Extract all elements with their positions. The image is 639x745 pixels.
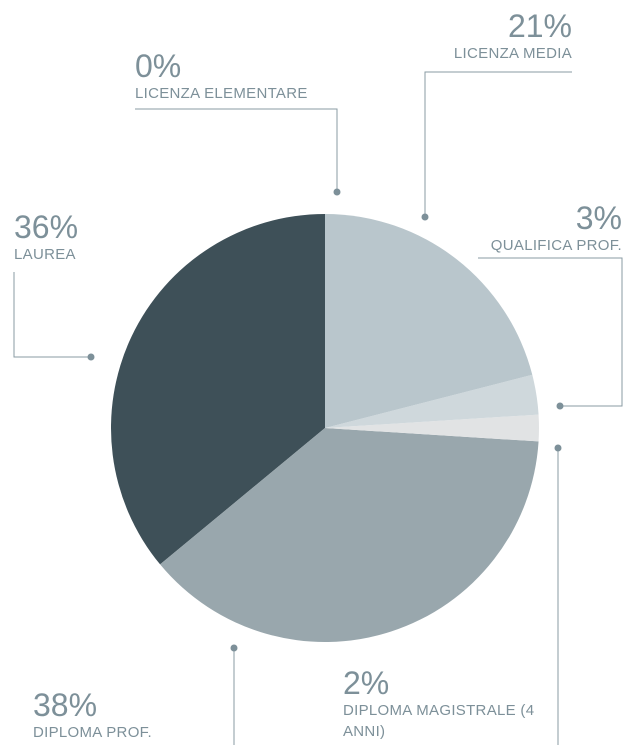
value-label: 21%: [507, 8, 572, 44]
category-label: LICENZA MEDIA: [453, 45, 572, 62]
leader-line: [424, 71, 572, 217]
leader-lines: [13, 71, 623, 745]
leader-line: [478, 257, 623, 407]
value-label: 0%: [135, 48, 182, 84]
leader-dot: [554, 444, 562, 452]
pie-slice: [325, 214, 533, 428]
pie-slice: [160, 428, 539, 642]
pie-slice: [111, 214, 325, 565]
leader-dot: [87, 353, 95, 361]
category-label: DIPLOMA MAGISTRALE (4 ANNI): [343, 702, 535, 740]
value-label: 2%: [343, 665, 390, 701]
leader-line: [13, 272, 91, 358]
value-label: 38%: [33, 687, 98, 723]
category-label: LAUREA: [14, 246, 76, 263]
pie-slice: [325, 374, 539, 428]
category-label: DIPLOMA PROF.: [33, 724, 152, 741]
leader-dot: [333, 188, 341, 196]
value-label: 3%: [575, 200, 622, 236]
leader-dots: [87, 188, 564, 652]
pie-slice: [325, 414, 539, 442]
leader-dot: [421, 213, 429, 221]
category-label: LICENZA ELEMENTARE: [135, 85, 308, 102]
leader-line: [135, 108, 338, 192]
category-label: QUALIFICA PROF.: [490, 237, 622, 254]
value-label: 36%: [14, 209, 79, 245]
leader-dot: [230, 644, 238, 652]
leader-dot: [556, 402, 564, 410]
